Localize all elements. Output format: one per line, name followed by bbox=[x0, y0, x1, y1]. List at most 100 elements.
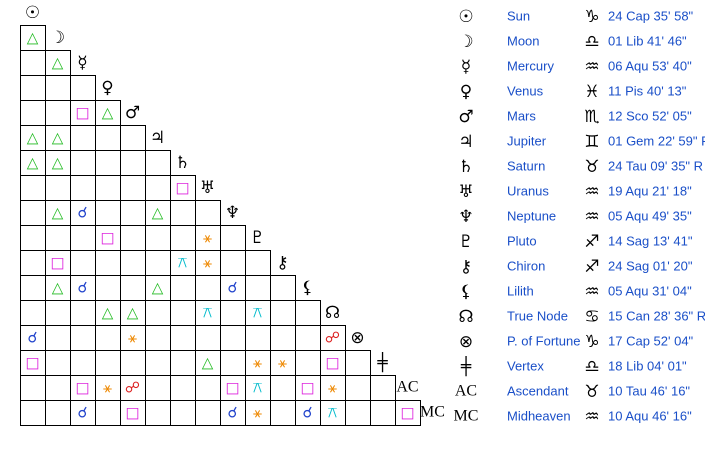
grid-cell bbox=[45, 225, 71, 251]
body-glyph: ╪ bbox=[460, 356, 472, 377]
grid-cell bbox=[45, 375, 71, 401]
grid-cell bbox=[170, 375, 196, 401]
aspect-symbol: ⚹ bbox=[203, 229, 212, 247]
grid-cell bbox=[20, 100, 46, 126]
grid-cell bbox=[45, 75, 71, 101]
aspect-symbol: □ bbox=[25, 354, 39, 372]
grid-glyph: ⚷ bbox=[276, 253, 288, 273]
aspect-symbol: □ bbox=[125, 404, 139, 422]
sign-glyph: ♋ bbox=[584, 307, 599, 327]
body-name: Mars bbox=[507, 108, 536, 123]
grid-cell bbox=[70, 225, 96, 251]
grid-cell bbox=[370, 400, 396, 426]
grid-glyph: ♂ bbox=[125, 103, 140, 123]
grid-glyph: ☽ bbox=[50, 28, 65, 48]
sign-glyph: ♎ bbox=[584, 32, 599, 52]
grid-cell bbox=[20, 225, 46, 251]
grid-cell bbox=[295, 350, 321, 376]
body-glyph: ♂ bbox=[458, 107, 473, 127]
position: 19 Aqu 21' 18" bbox=[608, 183, 692, 198]
body-glyph: ♀ bbox=[460, 82, 472, 102]
aspect-symbol: ☌ bbox=[27, 329, 37, 347]
grid-cell bbox=[120, 200, 146, 226]
grid-cell bbox=[220, 300, 246, 326]
grid-glyph: ⚸ bbox=[301, 278, 313, 298]
body-name: Lilith bbox=[507, 283, 534, 298]
position: 01 Gem 22' 59" R bbox=[608, 133, 705, 148]
grid-cell bbox=[95, 350, 121, 376]
aspect-symbol: ⚻ bbox=[178, 254, 188, 272]
grid-cell bbox=[170, 275, 196, 301]
aspect-symbol: △ bbox=[152, 204, 164, 222]
aspect-symbol: △ bbox=[52, 204, 64, 222]
grid-cell bbox=[170, 350, 196, 376]
aspect-symbol: □ bbox=[100, 229, 114, 247]
sign-glyph: ♎ bbox=[584, 357, 599, 377]
grid-cell bbox=[145, 300, 171, 326]
body-name: True Node bbox=[507, 308, 568, 323]
grid-cell bbox=[95, 150, 121, 176]
aspect-symbol: △ bbox=[52, 129, 64, 147]
grid-cell bbox=[270, 300, 296, 326]
aspect-symbol: ☌ bbox=[227, 279, 237, 297]
body-name: Chiron bbox=[507, 258, 545, 273]
grid-cell bbox=[70, 75, 96, 101]
grid-cell bbox=[170, 300, 196, 326]
body-name: Venus bbox=[507, 83, 544, 98]
grid-glyph: ☉ bbox=[25, 3, 40, 23]
grid-cell bbox=[120, 150, 146, 176]
grid-cell bbox=[70, 175, 96, 201]
aspect-symbol: △ bbox=[52, 54, 64, 72]
position: 24 Sag 01' 20" bbox=[608, 258, 693, 273]
grid-cell bbox=[95, 175, 121, 201]
grid-glyph: MC bbox=[420, 404, 445, 421]
sign-glyph: ♒ bbox=[584, 57, 599, 77]
aspect-symbol: □ bbox=[75, 379, 89, 397]
grid-glyph: ⊗ bbox=[350, 328, 364, 348]
grid-cell bbox=[95, 325, 121, 351]
body-name: Mercury bbox=[507, 58, 554, 73]
aspect-symbol: □ bbox=[75, 104, 89, 122]
position: 01 Lib 41' 46" bbox=[608, 33, 687, 48]
aspect-symbol: ⚹ bbox=[203, 254, 212, 272]
grid-cell bbox=[345, 375, 371, 401]
grid-cell bbox=[45, 175, 71, 201]
aspect-symbol: □ bbox=[225, 379, 239, 397]
grid-cell bbox=[220, 325, 246, 351]
sign-glyph: ♐ bbox=[584, 232, 599, 252]
grid-cell bbox=[95, 275, 121, 301]
grid-cell bbox=[170, 200, 196, 226]
aspect-symbol: ⚹ bbox=[253, 404, 262, 422]
body-name: Moon bbox=[507, 33, 540, 48]
body-name: Ascendant bbox=[507, 383, 569, 398]
position: 10 Tau 46' 16" bbox=[608, 383, 690, 398]
sign-glyph: ♒ bbox=[584, 407, 599, 427]
grid-glyph: ♆ bbox=[225, 203, 240, 223]
grid-cell bbox=[70, 250, 96, 276]
grid-cell bbox=[145, 350, 171, 376]
grid-cell bbox=[270, 325, 296, 351]
grid-cell bbox=[20, 300, 46, 326]
grid-glyph: ♃ bbox=[150, 128, 165, 148]
grid-cell bbox=[145, 225, 171, 251]
grid-glyph: ╪ bbox=[376, 352, 388, 373]
aspect-symbol: ☌ bbox=[77, 204, 87, 222]
grid-cell bbox=[45, 350, 71, 376]
body-name: Uranus bbox=[507, 183, 549, 198]
sign-glyph: ♐ bbox=[584, 257, 599, 277]
aspect-symbol: ☌ bbox=[77, 279, 87, 297]
position: 24 Cap 35' 58" bbox=[608, 8, 694, 23]
body-glyph: ♃ bbox=[458, 132, 473, 152]
grid-cell bbox=[370, 375, 396, 401]
grid-cell bbox=[120, 225, 146, 251]
grid-cell bbox=[95, 125, 121, 151]
grid-cell bbox=[270, 400, 296, 426]
sign-glyph: ♏ bbox=[584, 107, 599, 127]
grid-cell bbox=[70, 150, 96, 176]
grid-cell bbox=[245, 250, 271, 276]
aspect-symbol: △ bbox=[202, 354, 214, 372]
aspect-symbol: ⚻ bbox=[328, 404, 338, 422]
grid-cell bbox=[45, 100, 71, 126]
sign-glyph: ♑ bbox=[584, 7, 599, 27]
